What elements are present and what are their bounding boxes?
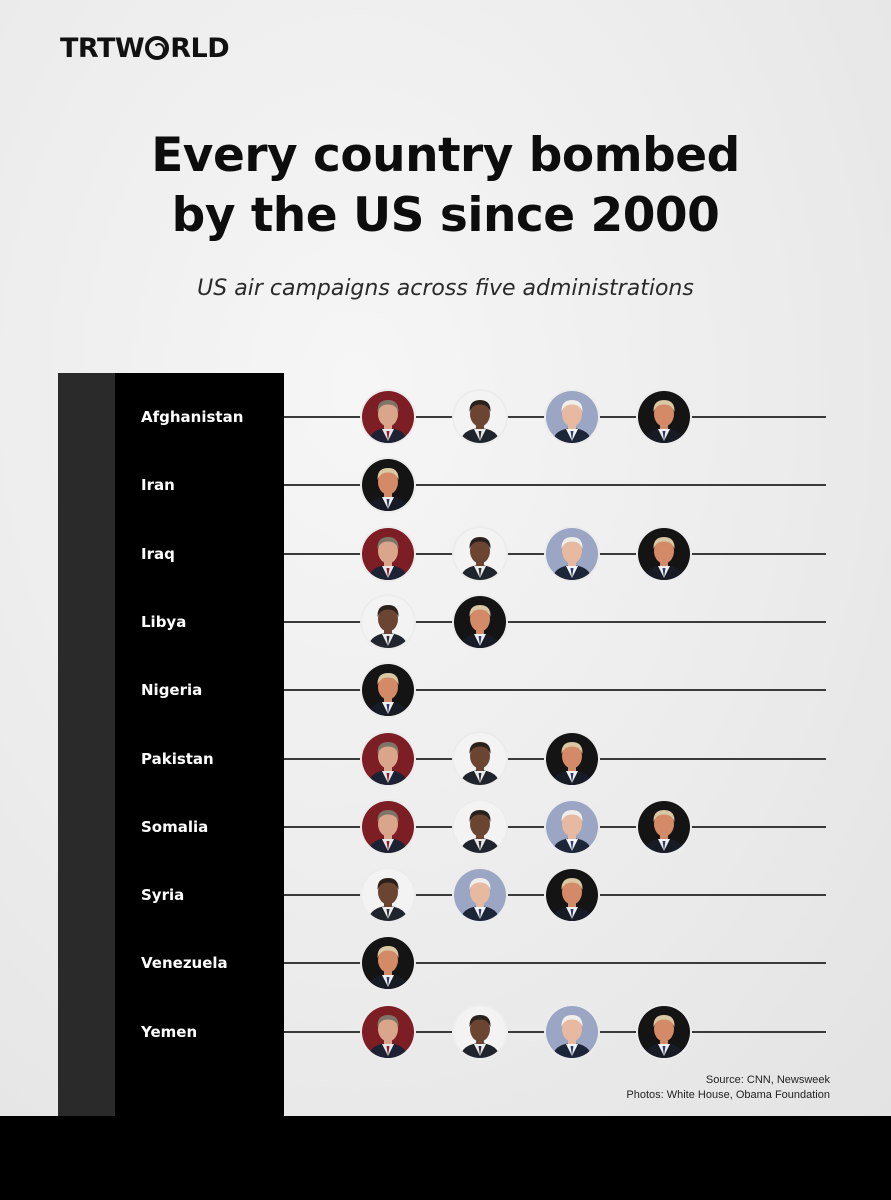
country-label: Pakistan [141, 750, 214, 768]
country-row: Yemen [0, 1004, 891, 1060]
country-label: Iran [141, 476, 175, 494]
country-label: Syria [141, 886, 185, 904]
globe-icon [145, 36, 170, 60]
bottom-black-bar [0, 1116, 891, 1200]
country-row: Venezuela [0, 935, 891, 991]
country-label-panel [115, 373, 284, 1116]
administration-portraits [362, 869, 638, 921]
trump-portrait [546, 869, 598, 921]
trump-portrait [638, 801, 690, 853]
country-row: Iran [0, 457, 891, 513]
bush-portrait [362, 733, 414, 785]
bush-portrait [362, 528, 414, 580]
biden-portrait [546, 1006, 598, 1058]
left-accent-panel [58, 373, 115, 1116]
country-label: Nigeria [141, 681, 203, 699]
timeline-line [284, 962, 826, 964]
administration-portraits [362, 596, 546, 648]
trump-portrait [454, 596, 506, 648]
timeline-line [284, 621, 826, 623]
obama-portrait [454, 801, 506, 853]
country-row: Afghanistan [0, 389, 891, 445]
country-label: Yemen [141, 1023, 198, 1041]
trump-portrait [362, 937, 414, 989]
country-row: Pakistan [0, 731, 891, 787]
page-subtitle: US air campaigns across five administrat… [197, 276, 694, 301]
country-row: Syria [0, 867, 891, 923]
source-credits: Source: CNN, Newsweek Photos: White Hous… [626, 1073, 830, 1103]
infographic-card: TRT W RLD Every country bombed by the US… [0, 0, 891, 1116]
timeline-line [284, 484, 826, 486]
biden-portrait [546, 528, 598, 580]
country-row: Libya [0, 594, 891, 650]
administration-portraits [362, 1006, 730, 1058]
obama-portrait [454, 528, 506, 580]
obama-portrait [362, 596, 414, 648]
obama-portrait [454, 391, 506, 443]
obama-portrait [454, 1006, 506, 1058]
title-line-1: Every country bombed [151, 128, 740, 183]
trump-portrait [546, 733, 598, 785]
administration-portraits [362, 528, 730, 580]
country-label: Venezuela [141, 954, 228, 972]
trump-portrait [638, 528, 690, 580]
title-line-2: by the US since 2000 [171, 188, 720, 243]
timeline-line [284, 689, 826, 691]
trump-portrait [638, 1006, 690, 1058]
photo-credit-text: Photos: White House, Obama Foundation [626, 1089, 830, 1101]
obama-portrait [362, 869, 414, 921]
bush-portrait [362, 801, 414, 853]
trump-portrait [638, 391, 690, 443]
page-title: Every country bombed by the US since 200… [0, 126, 891, 246]
trump-portrait [362, 664, 414, 716]
obama-portrait [454, 733, 506, 785]
biden-portrait [546, 391, 598, 443]
country-label: Somalia [141, 818, 209, 836]
logo-text-left: TRT [60, 32, 115, 64]
biden-portrait [546, 801, 598, 853]
administration-portraits [362, 801, 730, 853]
country-label: Afghanistan [141, 408, 244, 426]
country-row: Nigeria [0, 662, 891, 718]
bush-portrait [362, 1006, 414, 1058]
bush-portrait [362, 391, 414, 443]
administration-portraits [362, 459, 454, 511]
trump-portrait [362, 459, 414, 511]
country-row: Iraq [0, 526, 891, 582]
administration-portraits [362, 664, 454, 716]
country-label: Iraq [141, 545, 175, 563]
country-row: Somalia [0, 799, 891, 855]
source-text: Source: CNN, Newsweek [705, 1074, 830, 1086]
administration-portraits [362, 937, 454, 989]
country-label: Libya [141, 613, 187, 631]
administration-portraits [362, 391, 730, 443]
trt-world-logo: TRT W RLD [60, 32, 230, 64]
logo-text-right: RLD [170, 32, 230, 64]
administration-portraits [362, 733, 638, 785]
biden-portrait [454, 869, 506, 921]
